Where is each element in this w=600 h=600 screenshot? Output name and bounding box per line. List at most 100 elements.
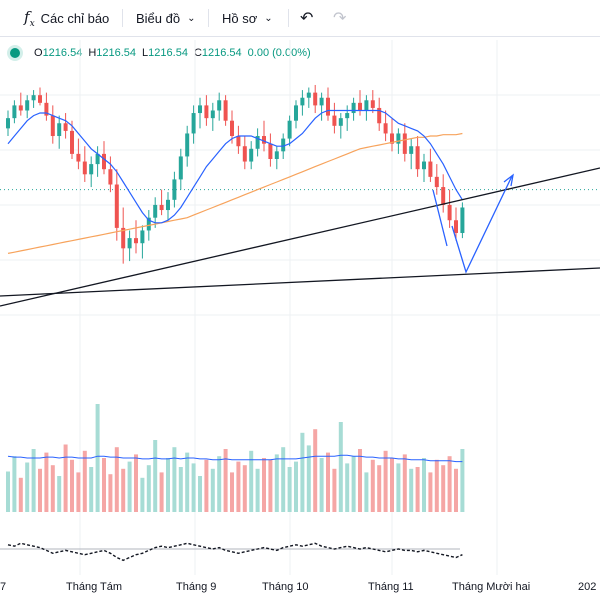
x-tick-label: 202: [578, 581, 596, 593]
candle-body: [121, 227, 126, 249]
candle-body: [70, 130, 74, 154]
volume-bar: [57, 476, 62, 512]
candle-body: [313, 92, 318, 106]
candle-body: [223, 100, 228, 121]
volume-bar: [89, 467, 94, 512]
oscillator: [0, 542, 463, 562]
volume-bar: [377, 465, 382, 512]
legend-l-value: 1216.54: [148, 47, 188, 59]
x-tick-label: Tháng Tám: [66, 581, 122, 593]
chevron-down-icon: ⌄: [264, 12, 273, 24]
candle-body: [274, 151, 279, 159]
chart-type-button[interactable]: Biểu đồ ⌄: [136, 0, 195, 36]
volume-bar: [18, 477, 23, 512]
volume-ma-line: [7, 454, 463, 463]
volume-bar: [178, 467, 183, 512]
volume-bar: [6, 471, 10, 512]
undo-button[interactable]: ↶: [300, 0, 313, 36]
candle-body: [166, 199, 170, 211]
volume-bar: [358, 449, 362, 512]
price-chart[interactable]: 7 Tháng Tám Tháng 9 Tháng 10 Tháng 11 Tháng M…: [0, 36, 600, 600]
candle-body: [57, 123, 62, 137]
candle-body: [249, 148, 254, 162]
profile-button[interactable]: Hồ sơ ⌄: [222, 0, 273, 36]
volume-bar: [108, 474, 113, 512]
volume-bar: [114, 447, 119, 512]
candle-body: [134, 238, 138, 244]
volume-bar: [422, 458, 426, 512]
candle-body: [12, 105, 17, 119]
trend-drawings[interactable]: [0, 167, 600, 307]
volume-bar: [25, 462, 30, 512]
volume-bar: [332, 468, 337, 512]
volume-bar: [153, 440, 158, 512]
toolbar-divider: [122, 9, 123, 27]
volume-bar: [396, 463, 401, 512]
candle-body: [326, 97, 330, 116]
candle-body: [230, 120, 234, 137]
candle-body: [153, 204, 158, 218]
volume-bar: [268, 459, 273, 512]
candle-body: [6, 118, 10, 129]
candle-body: [63, 123, 68, 131]
legend-change: 0.00 (0.00%): [247, 47, 311, 59]
candle-body: [370, 100, 375, 108]
volume-bar: [191, 463, 196, 512]
volume-bar: [300, 432, 305, 512]
candle-body: [76, 153, 81, 162]
volume-bar: [454, 468, 458, 512]
chevron-down-icon: ⌄: [187, 12, 196, 24]
volume-bar: [262, 458, 266, 512]
volume-bar: [12, 456, 17, 512]
volume-bar: [415, 467, 420, 512]
candle-body: [319, 97, 324, 106]
candle-body: [159, 204, 164, 211]
indicators-label: Các chỉ báo: [40, 10, 110, 26]
volume-bar: [287, 467, 292, 512]
candle-body: [82, 161, 87, 175]
chart-type-label: Biểu đồ: [136, 10, 181, 26]
volume-bar: [38, 468, 42, 512]
volume-bar: [319, 458, 324, 512]
candle-body: [377, 107, 382, 124]
candle-body: [460, 207, 465, 234]
candle-body: [402, 133, 407, 154]
candle-body: [236, 136, 241, 147]
volume-bar: [236, 461, 241, 512]
volume-bar: [127, 461, 132, 512]
volume-bar: [146, 465, 151, 512]
volume-bar: [134, 454, 138, 512]
volume-bar: [50, 465, 55, 512]
x-tick-label: 7: [0, 581, 6, 593]
volume-bar: [402, 454, 407, 512]
volume-bar: [159, 472, 164, 512]
candle-body: [268, 143, 273, 159]
candle-body: [18, 105, 23, 111]
candle-body: [300, 97, 305, 106]
down-arrow-line: [432, 189, 448, 247]
legend-l-label: L: [142, 47, 149, 59]
candle-body: [454, 220, 458, 234]
redo-button[interactable]: ↷: [333, 0, 346, 36]
legend-h-label: H: [88, 47, 97, 59]
candle-body: [217, 100, 222, 111]
volume-bar: [255, 468, 260, 512]
candle-body: [146, 217, 151, 231]
candle-body: [390, 133, 394, 144]
trendline-upper: [0, 167, 600, 307]
trendline-lower: [0, 267, 600, 297]
volume-bar: [460, 449, 465, 512]
volume-bar: [274, 454, 279, 512]
volume-bar: [447, 456, 452, 512]
indicators-button[interactable]: fx Các chỉ báo: [24, 0, 109, 36]
candle-body: [447, 204, 452, 221]
candle-body: [434, 176, 439, 188]
x-tick-label: Tháng 9: [176, 581, 216, 593]
candle-body: [198, 105, 202, 114]
candle-body: [345, 113, 350, 119]
volume-bar: [198, 476, 202, 512]
volume-bar: [326, 452, 330, 512]
legend-c-label: C: [193, 47, 202, 59]
volume-bars: [6, 404, 465, 512]
volume-bar: [383, 450, 388, 512]
